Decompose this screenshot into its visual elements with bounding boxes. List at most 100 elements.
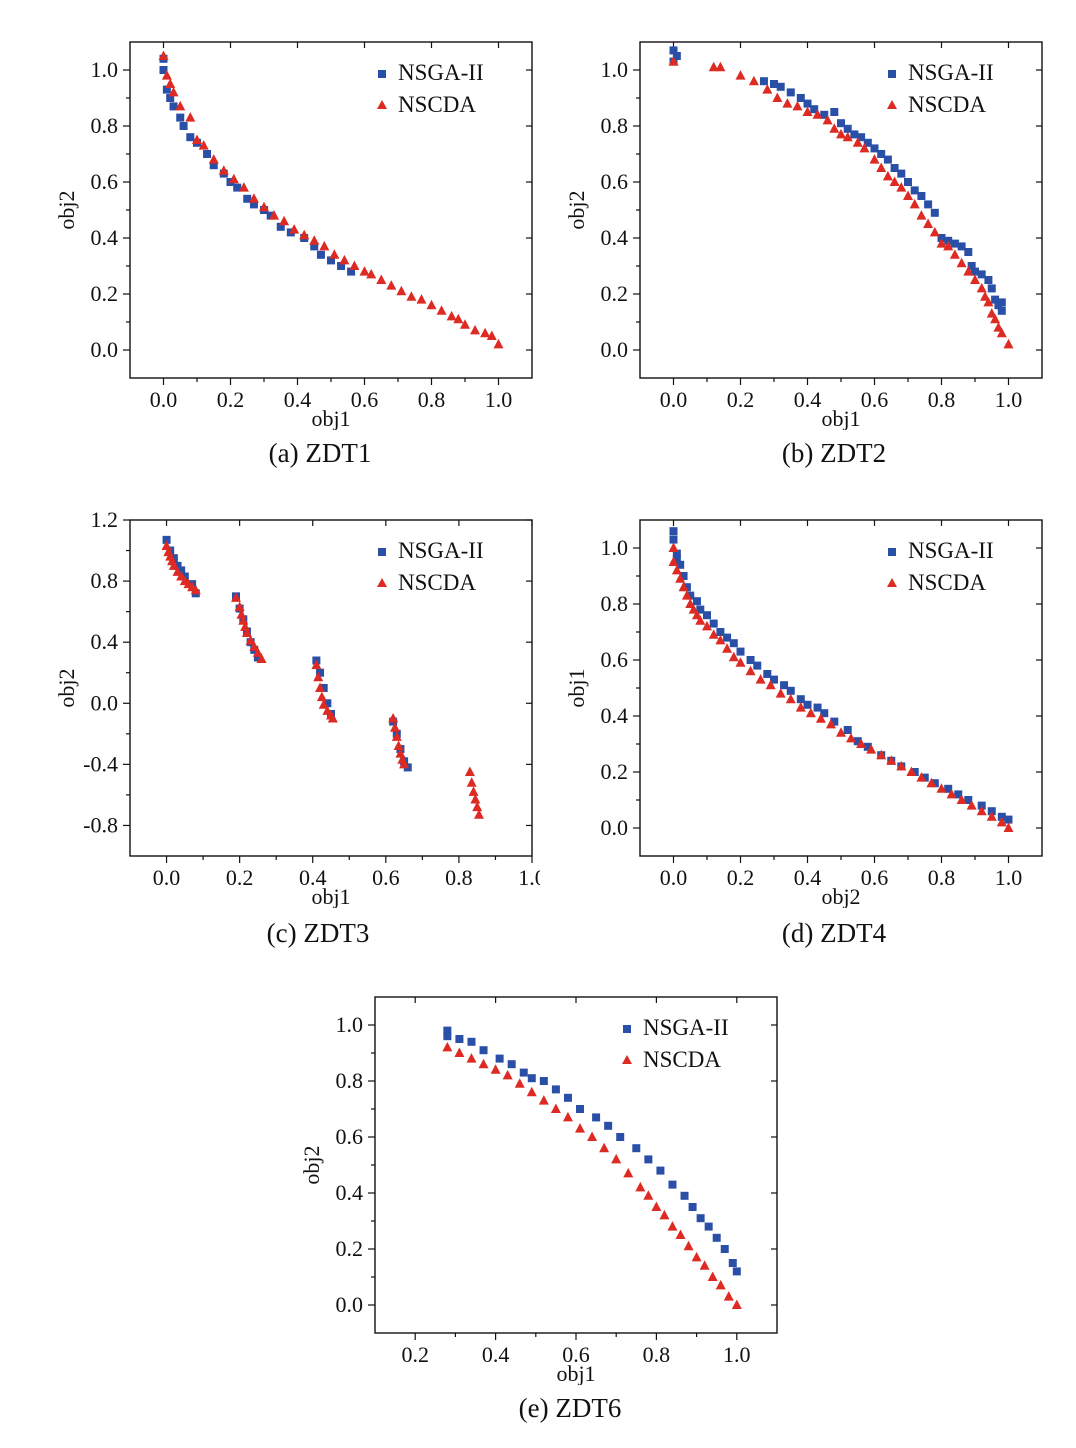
nscda-point	[165, 78, 176, 88]
y-tick-label: 0.2	[601, 759, 629, 784]
nscda-point	[575, 1123, 586, 1133]
nscda-point	[562, 1111, 573, 1122]
x-tick-label: 0.2	[217, 387, 245, 412]
nscda-point	[279, 215, 290, 226]
y-axis-label: obj2	[54, 190, 79, 229]
nscda-point	[389, 722, 400, 732]
nsga-ii-point	[728, 1259, 737, 1267]
nscda-point	[983, 296, 994, 307]
nscda-point	[446, 310, 457, 321]
nscda-point	[651, 1201, 662, 1211]
nscda-point	[715, 1279, 726, 1290]
nsga-ii-point	[920, 773, 929, 782]
nsga-ii-point	[759, 77, 768, 86]
series-nsga-ii	[159, 54, 356, 276]
nscda-point	[161, 540, 172, 550]
scatter-plot-zdt3: 0.0 0.2 0.4 0.6 0.8 1.0 -0.8 -0.4 0.0 0.4 0.8 1.2 ob…	[54, 508, 540, 908]
nsga-ii-point	[576, 1105, 585, 1113]
y-tick-label: 0.4	[91, 225, 119, 250]
legend-triangle-icon	[377, 100, 387, 109]
nscda-point	[691, 1251, 702, 1262]
nscda-point	[643, 1190, 654, 1200]
x-tick-label: 0.8	[928, 865, 956, 890]
nscda-point	[688, 604, 699, 614]
nscda-point	[318, 699, 329, 709]
nscda-point	[707, 1271, 718, 1281]
nsga-ii-point	[930, 779, 939, 788]
legend-label-nscda: NSCDA	[643, 1047, 721, 1072]
nsga-ii-point	[950, 239, 959, 248]
caption-zdt3: (c) ZDT3	[266, 918, 370, 948]
nscda-point	[349, 260, 360, 270]
nsga-ii-point	[843, 124, 852, 133]
nsga-ii-point	[592, 1113, 601, 1122]
nsga-ii-point	[159, 66, 168, 74]
nscda-point	[986, 308, 997, 318]
x-tick-label: 1.0	[723, 1342, 751, 1367]
legend-square-icon	[378, 548, 386, 556]
nsga-ii-point	[924, 200, 933, 209]
nscda-point	[929, 226, 940, 237]
nsga-ii-point	[964, 796, 973, 804]
nscda-point	[198, 140, 209, 150]
y-axis-label: obj2	[299, 1145, 324, 1184]
nscda-point	[490, 1064, 501, 1074]
nscda-point	[775, 688, 786, 698]
nsga-ii-point	[857, 133, 866, 142]
y-tick-label: 0.4	[91, 629, 119, 654]
nscda-point	[466, 1053, 477, 1063]
nscda-point	[399, 758, 410, 769]
nscda-point	[623, 1167, 634, 1178]
nscda-point	[762, 84, 773, 94]
nscda-point	[876, 162, 887, 172]
nsga-ii-point	[249, 200, 258, 209]
nsga-ii-point	[616, 1133, 625, 1141]
nscda-point	[388, 713, 399, 723]
nscda-point	[454, 1047, 465, 1057]
nsga-ii-point	[209, 161, 218, 170]
nsga-ii-point	[176, 113, 185, 122]
nsga-ii-point	[820, 709, 829, 718]
x-tick-label: 0.0	[153, 865, 181, 890]
nsga-ii-point	[803, 700, 812, 709]
nscda-point	[256, 653, 267, 663]
nscda-point	[792, 100, 803, 111]
nscda-point	[468, 786, 479, 796]
nscda-point	[886, 755, 897, 765]
nscda-point	[836, 727, 846, 737]
nscda-point	[936, 238, 947, 248]
y-tick-label: 0.8	[91, 113, 119, 138]
y-tick-label: 0.6	[601, 647, 629, 672]
nscda-point	[976, 805, 987, 816]
x-tick-label: 0.8	[643, 1342, 671, 1367]
nsga-ii-point	[162, 85, 171, 94]
nscda-point	[728, 651, 739, 662]
x-axis-label: obj1	[311, 406, 350, 430]
nscda-point	[963, 266, 974, 276]
nscda-point	[192, 134, 202, 144]
x-tick-label: 1.0	[485, 387, 513, 412]
y-tick-label: 0.4	[336, 1180, 364, 1205]
series-nsga-ii	[443, 1026, 741, 1276]
nsga-ii-point	[746, 656, 755, 664]
nscda-point	[695, 615, 706, 625]
nsga-ii-point	[977, 801, 986, 810]
nsga-ii-point	[455, 1035, 464, 1043]
x-axis-label: obj1	[821, 406, 860, 430]
nsga-ii-point	[703, 611, 711, 620]
nsga-ii-point	[977, 270, 986, 279]
nsga-ii-point	[166, 94, 175, 102]
nsga-ii-point	[253, 653, 262, 662]
nsga-ii-point	[186, 133, 195, 142]
nscda-point	[299, 229, 310, 240]
nsga-ii-point	[467, 1037, 476, 1046]
nsga-ii-point	[770, 80, 778, 88]
nscda-point	[802, 106, 813, 116]
nscda-point	[464, 766, 475, 776]
y-tick-label: 0.8	[601, 113, 629, 138]
nscda-point	[990, 313, 1001, 324]
nscda-point	[956, 257, 967, 268]
nsga-ii-point	[679, 572, 688, 580]
nscda-point	[599, 1142, 610, 1153]
legend-label-nsga-ii: NSGA-II	[398, 60, 484, 85]
